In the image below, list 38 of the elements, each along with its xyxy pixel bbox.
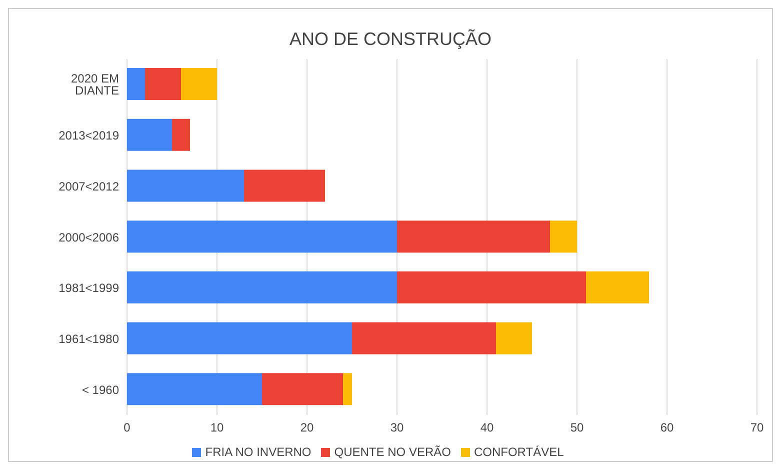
bar <box>343 373 352 406</box>
y-tick-label: < 1960 <box>82 382 120 397</box>
y-tick-label: 2007<2012 <box>58 179 120 194</box>
y-tick-label: 2020 EM DIANTE <box>70 72 119 98</box>
x-tick-label: 20 <box>300 420 314 435</box>
legend-label: QUENTE NO VERÃO <box>334 445 451 459</box>
bar <box>127 220 397 253</box>
bar <box>127 118 172 151</box>
x-tick-label: 30 <box>390 420 404 435</box>
bar <box>127 271 397 304</box>
bar <box>244 170 325 202</box>
bar <box>127 170 244 202</box>
bar <box>550 220 577 253</box>
chart-title: ANO DE CONSTRUÇÃO <box>288 28 493 51</box>
bar <box>127 373 262 406</box>
bar <box>145 68 181 100</box>
bar <box>586 271 649 304</box>
bar <box>352 322 496 354</box>
bar <box>127 68 145 100</box>
y-tick-label: 2000<2006 <box>58 230 120 244</box>
x-tick-label: 0 <box>124 420 131 435</box>
y-tick-label: 1981<1999 <box>58 281 120 296</box>
bar <box>496 322 532 354</box>
x-tick-label: 70 <box>750 420 764 435</box>
x-tick-label: 10 <box>210 420 224 435</box>
bar <box>181 68 217 100</box>
y-tick-label: 1961<1980 <box>58 332 120 346</box>
bar <box>127 322 352 354</box>
y-tick-label: 2013<2019 <box>58 128 120 143</box>
legend-label: FRIA NO INVERNO <box>205 445 312 459</box>
bar <box>397 220 550 253</box>
x-tick-label: 50 <box>570 420 584 435</box>
bar <box>262 373 343 406</box>
x-tick-label: 60 <box>660 420 674 435</box>
bar <box>172 118 190 151</box>
x-tick-label: 40 <box>480 420 494 435</box>
legend-label: CONFORTÁVEL <box>474 445 564 459</box>
bar <box>397 271 586 304</box>
